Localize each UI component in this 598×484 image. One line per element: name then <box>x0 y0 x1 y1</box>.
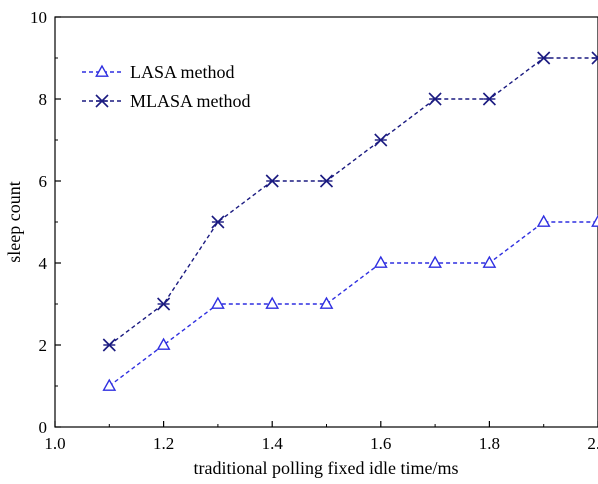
data-point-lasa <box>319 296 334 309</box>
x-tick-label: 1.2 <box>153 434 174 453</box>
x-tick-label: 1.0 <box>44 434 65 453</box>
legend-marker-symbol-mlasa <box>95 94 109 108</box>
series-lasa <box>102 214 598 391</box>
data-point-lasa <box>482 255 497 268</box>
data-point-mlasa <box>537 51 551 65</box>
data-point-mlasa <box>211 215 225 229</box>
y-axis-ticks: 0 2 4 6 8 10 <box>30 8 61 437</box>
legend: LASA method MLASA method <box>82 62 251 111</box>
data-point-lasa <box>102 378 117 391</box>
data-point-lasa <box>156 337 171 350</box>
data-point-lasa <box>536 214 551 227</box>
legend-item-mlasa: MLASA method <box>82 91 251 111</box>
data-point-mlasa <box>374 133 388 147</box>
legend-marker-mlasa <box>95 94 109 108</box>
y-tick-label: 2 <box>39 336 48 355</box>
series-line-lasa <box>108 221 598 387</box>
x-tick-label: 1.4 <box>262 434 284 453</box>
x-tick-label: 2.0 <box>587 434 598 453</box>
y-axis-label: sleep count <box>4 181 24 262</box>
data-point-mlasa <box>265 174 279 188</box>
legend-marker-symbol-lasa <box>95 64 109 77</box>
legend-item-lasa: LASA method <box>82 62 235 82</box>
data-point-mlasa <box>428 92 442 106</box>
data-point-lasa <box>373 255 388 268</box>
legend-label-mlasa: MLASA method <box>130 91 251 111</box>
x-tick-label: 1.8 <box>479 434 500 453</box>
data-point-mlasa <box>319 174 334 188</box>
data-point-mlasa <box>482 92 496 106</box>
x-axis-label: traditional polling fixed idle time/ms <box>194 458 459 478</box>
data-point-lasa <box>211 296 225 309</box>
series-mlasa <box>102 51 598 352</box>
legend-marker-lasa <box>95 64 109 77</box>
data-point-lasa <box>428 255 442 268</box>
y-tick-label: 10 <box>30 8 47 27</box>
series-line-mlasa <box>108 57 598 346</box>
data-point-mlasa <box>102 338 116 352</box>
y-tick-label: 0 <box>39 418 48 437</box>
y-tick-label: 8 <box>39 90 48 109</box>
data-point-lasa <box>265 296 280 309</box>
series-layer <box>102 51 598 391</box>
legend-label-lasa: LASA method <box>130 62 235 82</box>
x-axis-ticks: 1.0 1.2 1.4 1.6 1.8 2.0 <box>44 421 598 453</box>
data-point-lasa <box>591 214 598 227</box>
y-tick-label: 4 <box>39 254 48 273</box>
data-point-mlasa <box>591 51 598 65</box>
x-tick-label: 1.6 <box>370 434 391 453</box>
data-point-mlasa <box>157 297 171 311</box>
y-tick-label: 6 <box>39 172 48 191</box>
